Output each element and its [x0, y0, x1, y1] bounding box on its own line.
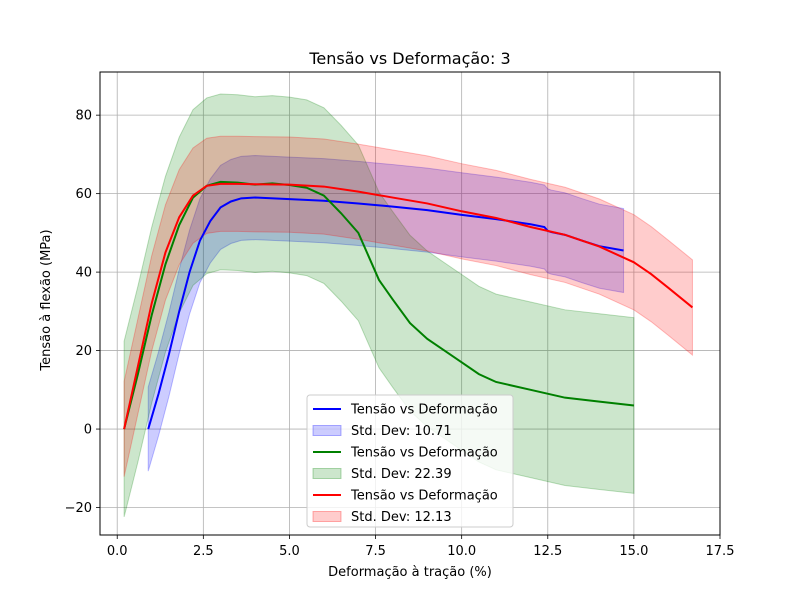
x-axis-ticks: 0.0 2.5 5.0 7.5 10.0 12.5 15.0 17.5 — [107, 535, 735, 559]
legend-band-swatch — [312, 425, 342, 436]
legend: Tensão vs Deformação Std. Dev: 10.71 Tensã… — [306, 394, 514, 528]
legend-label-line: Tensão vs Deformação — [350, 446, 498, 461]
x-tick-label: 17.5 — [706, 544, 735, 559]
legend-box — [306, 394, 514, 528]
plot-frame — [99, 71, 721, 536]
y-tick-label: 20 — [75, 344, 92, 359]
legend-label-std: Std. Dev: 12.13 — [351, 510, 452, 525]
y-tick-label: 60 — [75, 187, 92, 202]
chart-title: Tensão vs Deformação: 3 — [308, 49, 510, 68]
x-tick-label: 12.5 — [533, 544, 562, 559]
std-band-3 — [123, 135, 693, 477]
series-lines — [123, 180, 694, 430]
x-tick-label: 15.0 — [619, 544, 648, 559]
x-tick-label: 5.0 — [279, 544, 300, 559]
y-tick-label: 80 — [75, 109, 92, 124]
x-tick-label: 0.0 — [107, 544, 128, 559]
series-line-3 — [123, 182, 694, 430]
legend-band-swatch — [312, 511, 342, 522]
legend-band-swatch — [312, 468, 342, 479]
std-band-1 — [147, 155, 625, 472]
x-tick-label: 10.0 — [447, 544, 476, 559]
legend-label-std: Std. Dev: 10.71 — [351, 424, 452, 439]
legend-label-std: Std. Dev: 22.39 — [351, 467, 452, 482]
y-axis-ticks: −20 0 20 40 60 80 — [65, 109, 100, 516]
x-tick-label: 7.5 — [365, 544, 386, 559]
y-axis-label: Tensão à flexão (MPa) — [39, 229, 54, 371]
y-tick-label: 40 — [75, 266, 92, 281]
x-tick-label: 2.5 — [193, 544, 214, 559]
legend-label-line: Tensão vs Deformação — [350, 489, 498, 504]
series-line-2 — [123, 180, 635, 430]
y-tick-label: −20 — [65, 501, 92, 516]
x-axis-label: Deformação à tração (%) — [328, 565, 492, 580]
y-tick-label: 0 — [84, 423, 92, 438]
legend-label-line: Tensão vs Deformação — [350, 403, 498, 418]
